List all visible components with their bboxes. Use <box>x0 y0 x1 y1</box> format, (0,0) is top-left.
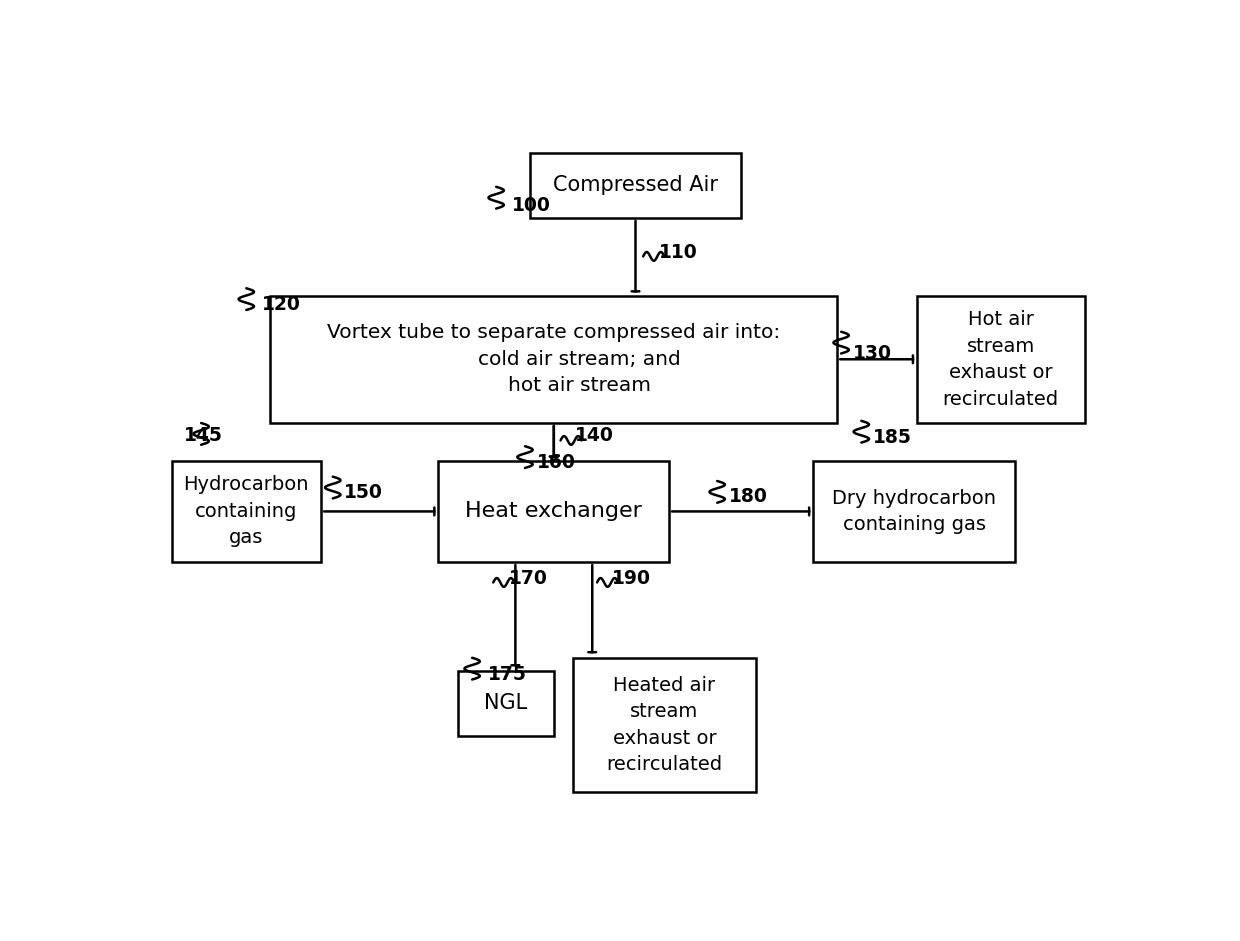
Text: 130: 130 <box>853 344 892 363</box>
FancyBboxPatch shape <box>529 152 742 218</box>
Text: 180: 180 <box>729 487 768 506</box>
Text: 190: 190 <box>613 568 651 587</box>
Text: NGL: NGL <box>484 694 527 713</box>
FancyBboxPatch shape <box>172 461 321 562</box>
Text: Vortex tube to separate compressed air into:
        cold air stream; and
      : Vortex tube to separate compressed air i… <box>327 324 780 395</box>
Text: 120: 120 <box>262 295 300 314</box>
Text: Hot air
stream
exhaust or
recirculated: Hot air stream exhaust or recirculated <box>942 310 1059 408</box>
Text: Heat exchanger: Heat exchanger <box>465 502 642 521</box>
FancyBboxPatch shape <box>439 461 670 562</box>
Text: 140: 140 <box>575 426 614 445</box>
Text: 100: 100 <box>512 196 551 215</box>
Text: 110: 110 <box>658 243 697 262</box>
Text: Hydrocarbon
containing
gas: Hydrocarbon containing gas <box>184 475 309 548</box>
Text: Dry hydrocarbon
containing gas: Dry hydrocarbon containing gas <box>832 488 996 534</box>
Text: 175: 175 <box>487 665 527 684</box>
FancyBboxPatch shape <box>813 461 1016 562</box>
Text: Compressed Air: Compressed Air <box>553 175 718 196</box>
FancyBboxPatch shape <box>573 658 755 792</box>
FancyBboxPatch shape <box>270 295 837 423</box>
Text: 145: 145 <box>184 426 223 445</box>
Text: 150: 150 <box>345 483 383 502</box>
FancyBboxPatch shape <box>458 671 554 736</box>
FancyBboxPatch shape <box>916 295 1085 423</box>
Text: 160: 160 <box>537 453 575 471</box>
Text: 170: 170 <box>508 568 548 587</box>
Text: 185: 185 <box>873 428 911 447</box>
Text: Heated air
stream
exhaust or
recirculated: Heated air stream exhaust or recirculate… <box>606 676 723 774</box>
